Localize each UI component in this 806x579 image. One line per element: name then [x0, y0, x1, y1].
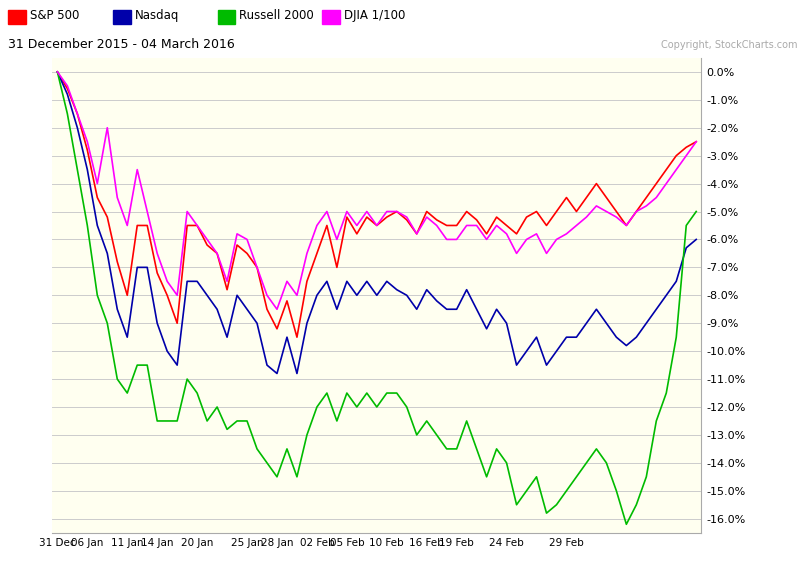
- Text: Nasdaq: Nasdaq: [135, 9, 179, 23]
- Text: 31 December 2015 - 04 March 2016: 31 December 2015 - 04 March 2016: [8, 38, 235, 52]
- Text: DJIA 1/100: DJIA 1/100: [344, 9, 405, 23]
- Bar: [218, 10, 235, 24]
- Text: S&P 500: S&P 500: [30, 9, 79, 23]
- Bar: [113, 10, 131, 24]
- Text: Copyright, StockCharts.com: Copyright, StockCharts.com: [662, 40, 798, 50]
- Text: Russell 2000: Russell 2000: [239, 9, 314, 23]
- Bar: [8, 10, 26, 24]
- Bar: [322, 10, 340, 24]
